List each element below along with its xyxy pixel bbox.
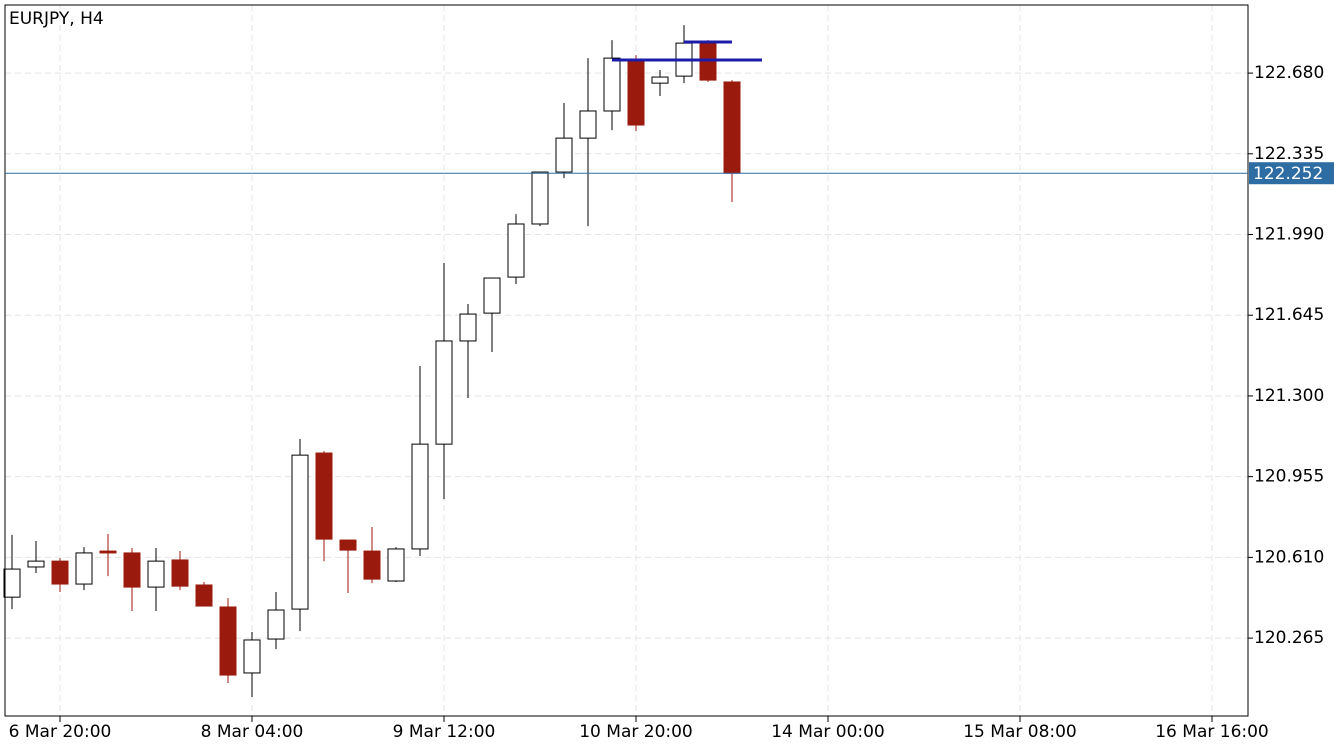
candle-body (267, 609, 285, 640)
y-tick-label: 120.955 (1254, 467, 1324, 487)
y-tick-label: 121.300 (1254, 386, 1324, 406)
x-tick-label: 10 Mar 20:00 (579, 722, 693, 742)
candle-body (603, 57, 621, 112)
candle-body (243, 639, 261, 674)
candle-body (339, 539, 357, 551)
last-price-box (1249, 162, 1334, 185)
y-tick-label: 120.610 (1254, 547, 1324, 567)
candle-body (99, 550, 117, 554)
candle-body (411, 443, 429, 550)
last-price-label: 122.252 (1253, 164, 1323, 184)
candle-body (723, 81, 741, 174)
candle-body (651, 76, 669, 84)
candle-body (27, 560, 45, 568)
candle-body (195, 584, 213, 607)
x-tick-label: 9 Mar 12:00 (393, 722, 496, 742)
x-tick-label: 16 Mar 16:00 (1155, 722, 1269, 742)
chart-title: EURJPY, H4 (9, 9, 104, 29)
candle-body (291, 454, 309, 610)
candle-body (219, 606, 237, 676)
candle-body (315, 452, 333, 540)
candle-body (579, 110, 597, 139)
grid (5, 5, 1248, 716)
candle-body (699, 42, 717, 81)
x-tick-label: 14 Mar 00:00 (771, 722, 885, 742)
candle-body (531, 171, 549, 225)
y-tick-label: 122.335 (1254, 144, 1324, 164)
x-tick-label: 15 Mar 08:00 (963, 722, 1077, 742)
y-tick-label: 122.680 (1254, 63, 1324, 83)
y-tick-label: 120.265 (1254, 628, 1324, 648)
candle-body (75, 552, 93, 585)
candle-body (147, 560, 165, 588)
candle-body (387, 548, 405, 582)
y-tick-label: 121.645 (1254, 305, 1324, 325)
candle-body (483, 277, 501, 314)
candles (3, 25, 741, 698)
candle-body (507, 223, 525, 278)
candle-body (171, 559, 189, 587)
y-tick-label: 121.990 (1254, 225, 1324, 245)
x-tick-label: 6 Mar 20:00 (9, 722, 112, 742)
candle-body (435, 340, 453, 445)
candle-body (51, 560, 69, 585)
candle-body (555, 137, 573, 173)
candle-body (627, 58, 645, 126)
x-tick-label: 8 Mar 04:00 (201, 722, 304, 742)
candle-body (123, 552, 141, 588)
candle-body (363, 550, 381, 580)
plot-frame (4, 4, 1249, 717)
candle-body (3, 568, 21, 598)
candle-body (459, 313, 477, 342)
